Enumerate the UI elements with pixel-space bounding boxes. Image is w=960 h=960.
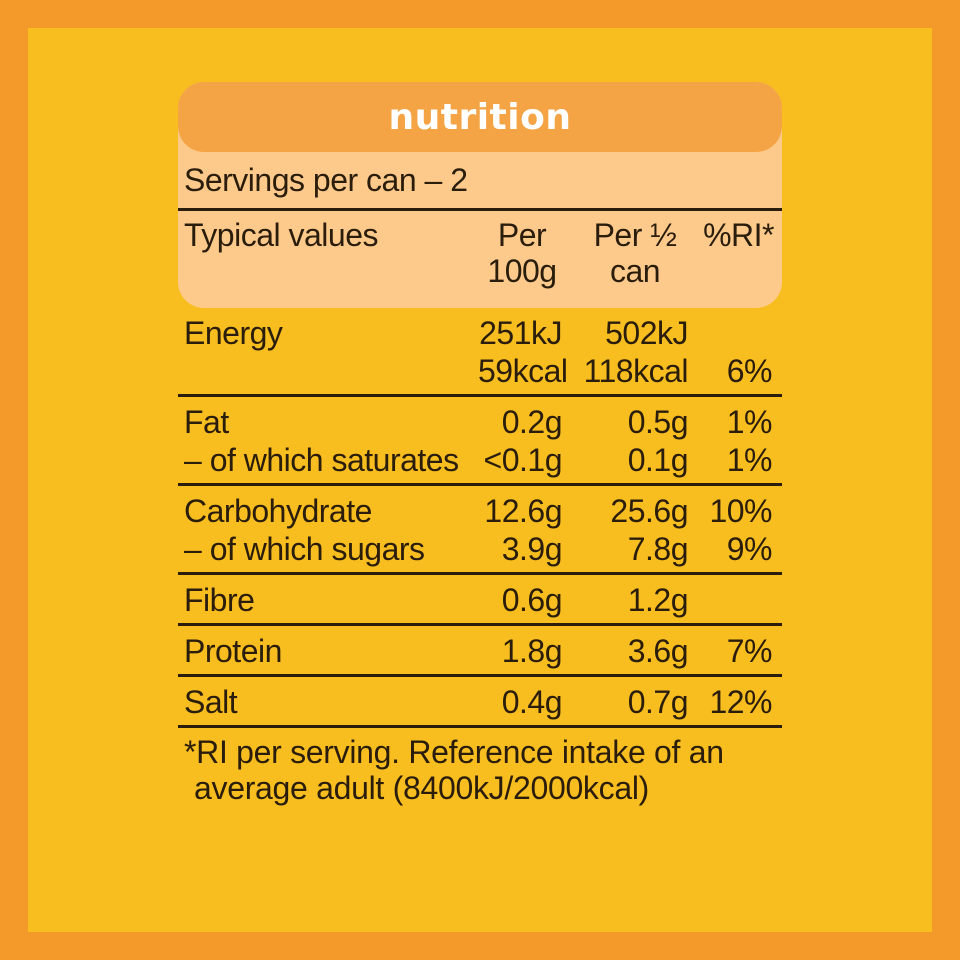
value-per-100g: 251kJ [479,315,562,351]
value-ri: 1% [726,404,773,440]
header-per-half-can-line2: can [609,253,661,289]
value-per-half-can: 3.6g [627,633,689,669]
nutrient-rows: Energy 251kJ 502kJ 59kcal 118kcal 6% Fat… [178,308,782,728]
nutrient-name: Carbohydrate [184,493,372,529]
header-per-100g-line1: Per [497,217,547,253]
table-row: – of which saturates <0.1g 0.1g 1% [178,441,782,479]
nutrient-group-fibre: Fibre 0.6g 1.2g [178,575,782,626]
nutrient-name: Energy [184,315,283,351]
value-per-half-can: 0.1g [627,442,689,478]
value-per-100g: 0.4g [501,684,563,720]
nutrient-group-energy: Energy 251kJ 502kJ 59kcal 118kcal 6% [178,308,782,397]
nutrient-group-fat: Fat 0.2g 0.5g 1% – of which saturates <0… [178,397,782,486]
table-row: Fat 0.2g 0.5g 1% [178,403,782,441]
footnote-line1: *RI per serving. Reference intake of an [184,734,724,770]
value-ri: 9% [726,531,773,567]
value-ri [688,581,776,619]
table-row: 59kcal 118kcal 6% [178,352,782,390]
nutrition-label: nutrition Servings per can – 2 Typical v… [178,82,782,806]
value-per-half-can: 25.6g [610,493,688,529]
nutrient-group-carbohydrate: Carbohydrate 12.6g 25.6g 10% – of which … [178,486,782,575]
header-per-100g: Per 100g [482,217,562,289]
value-per-100g: 3.9g [501,531,563,567]
value-per-half-can: 118kcal [583,353,689,389]
footnote-line2: average adult (8400kJ/2000kcal) [194,770,649,806]
value-ri: 12% [709,684,772,720]
header-typical-values: Typical values [184,217,378,253]
nutrient-name [178,352,478,390]
value-per-100g: 0.6g [501,582,563,618]
value-per-half-can: 0.5g [627,404,689,440]
value-ri: 10% [709,493,772,529]
value-ri: 1% [726,442,773,478]
value-per-half-can: 1.2g [627,582,689,618]
table-row: Salt 0.4g 0.7g 12% [178,683,782,721]
nutrient-name: – of which saturates [184,442,459,478]
table-row: Protein 1.8g 3.6g 7% [178,632,782,670]
servings-text: Servings per can – 2 [184,161,468,198]
title-bar: nutrition [178,82,782,152]
header-per-half-can: Per ½ can [580,217,690,289]
table-row: Energy 251kJ 502kJ [178,314,782,352]
nutrient-name: Protein [184,633,282,669]
header-box: nutrition Servings per can – 2 Typical v… [178,82,782,308]
nutrient-name: Fat [184,404,229,440]
column-headers: Typical values Per 100g Per ½ can %RI* [178,211,782,289]
nutrient-group-salt: Salt 0.4g 0.7g 12% [178,677,782,728]
value-per-half-can: 502kJ [605,315,688,351]
servings-row: Servings per can – 2 [178,152,782,211]
header-ri: %RI* [703,217,774,253]
table-row: Fibre 0.6g 1.2g [178,581,782,619]
value-ri: 6% [726,353,773,389]
value-ri: 7% [726,633,773,669]
value-per-100g: 0.2g [501,404,563,440]
value-per-half-can: 0.7g [627,684,689,720]
footnote: *RI per serving. Reference intake of an … [178,728,782,806]
header-per-half-can-line1: Per ½ [593,217,677,253]
value-ri [688,314,776,352]
nutrient-name: Salt [184,684,238,720]
value-per-100g: <0.1g [483,442,563,478]
table-row: Carbohydrate 12.6g 25.6g 10% [178,492,782,530]
header-per-100g-line2: 100g [487,253,557,289]
nutrient-name: – of which sugars [184,531,425,567]
nutrition-title: nutrition [388,96,572,138]
value-per-100g: 59kcal [478,353,568,389]
nutrient-group-protein: Protein 1.8g 3.6g 7% [178,626,782,677]
value-per-half-can: 7.8g [627,531,689,567]
value-per-100g: 1.8g [501,633,563,669]
nutrient-name: Fibre [184,582,255,618]
value-per-100g: 12.6g [484,493,562,529]
table-row: – of which sugars 3.9g 7.8g 9% [178,530,782,568]
